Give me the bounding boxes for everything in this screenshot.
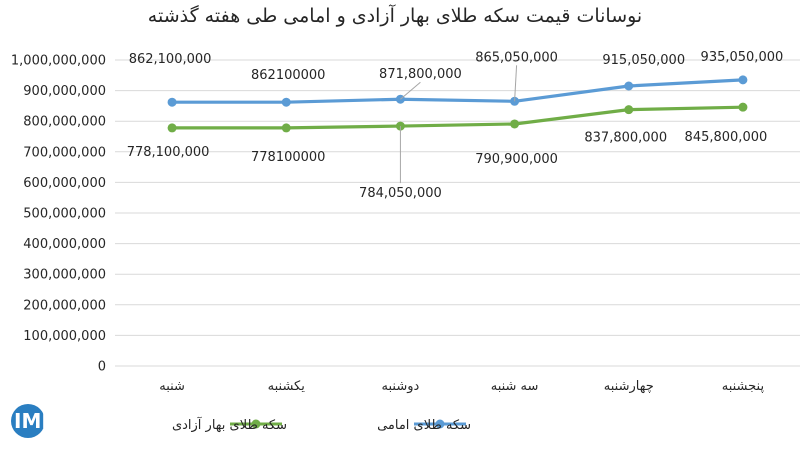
data-label: 915,050,000 <box>602 53 685 68</box>
y-tick-label: 700,000,000 <box>23 145 106 160</box>
data-label: 862100000 <box>251 68 325 83</box>
legend-label-azadi: سکه طلای بهار آزادی <box>172 416 287 433</box>
imna-logo: IMNA <box>11 404 74 438</box>
y-tick-label: 100,000,000 <box>23 329 106 344</box>
x-category-label: سه شنبه <box>491 379 539 394</box>
y-axis-tick-labels: 0 100,000,000 200,000,000 300,000,000 400,00… <box>11 54 106 375</box>
data-point <box>510 119 520 129</box>
data-label: 778,100,000 <box>127 145 210 160</box>
y-tick-label: 300,000,000 <box>23 268 106 283</box>
x-axis-category-labels: شنبه یکشنبه دوشنبه سه شنبه چهارشنبه پنجشنبه <box>159 379 764 394</box>
data-point <box>395 121 405 131</box>
x-category-label: یکشنبه <box>268 379 306 394</box>
data-label: 778100000 <box>251 150 325 165</box>
data-labels: 862,100,000 862100000 871,800,000 865,050,0… <box>127 50 784 201</box>
y-tick-label: 1,000,000,000 <box>11 54 106 69</box>
y-tick-label: 400,000,000 <box>23 237 106 252</box>
logo-text: IMNA <box>14 409 74 433</box>
data-label: 871,800,000 <box>379 67 462 82</box>
x-category-label: پنجشنبه <box>722 379 765 394</box>
data-point <box>167 97 177 107</box>
data-point <box>738 75 748 85</box>
y-tick-label: 900,000,000 <box>23 84 106 99</box>
data-label: 837,800,000 <box>584 131 667 146</box>
data-label: 784,050,000 <box>359 186 442 201</box>
data-point <box>281 97 291 107</box>
data-point <box>624 105 634 115</box>
legend-marker-azadi <box>251 419 261 429</box>
data-label: 790,900,000 <box>475 152 558 167</box>
y-tick-label: 500,000,000 <box>23 207 106 222</box>
y-tick-label: 200,000,000 <box>23 298 106 313</box>
legend-item-azadi: سکه طلای بهار آزادی <box>172 416 287 433</box>
y-tick-label: 600,000,000 <box>23 176 106 191</box>
data-point <box>738 102 748 112</box>
data-label: 865,050,000 <box>475 50 558 65</box>
data-label-leader <box>400 81 421 100</box>
legend-label-emami: سکه طلای امامی <box>377 418 471 433</box>
data-label: 935,050,000 <box>701 50 784 65</box>
data-label: 862,100,000 <box>129 52 212 67</box>
series-lines <box>167 75 748 133</box>
logo-globe-icon <box>11 404 45 438</box>
data-point <box>167 123 177 133</box>
series-line <box>170 105 745 130</box>
x-category-label: شنبه <box>159 379 185 394</box>
x-category-label: دوشنبه <box>382 379 420 394</box>
x-category-label: چهارشنبه <box>604 379 654 394</box>
data-point <box>624 81 634 91</box>
data-label-leaders <box>399 65 518 184</box>
chart-title: نوسانات قیمت سکه طلای بهار آزادی و امامی… <box>148 3 642 27</box>
y-tick-label: 0 <box>98 360 106 375</box>
data-label-leader <box>514 65 518 102</box>
legend-item-emami: سکه طلای امامی <box>377 418 471 433</box>
y-tick-label: 800,000,000 <box>23 115 106 130</box>
data-label: 845,800,000 <box>685 130 768 145</box>
legend-marker-emami <box>435 419 445 429</box>
legend: سکه طلای بهار آزادی سکه طلای امامی <box>172 416 471 433</box>
data-point <box>281 123 291 133</box>
series-line <box>170 78 745 104</box>
gridlines <box>115 59 800 367</box>
